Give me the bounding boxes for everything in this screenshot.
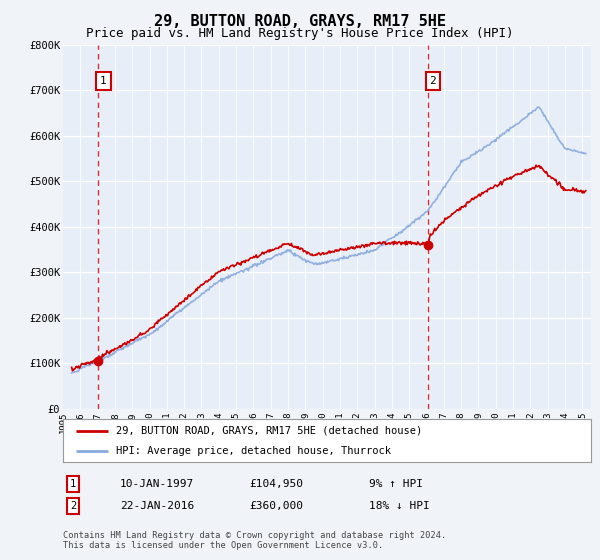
Text: Contains HM Land Registry data © Crown copyright and database right 2024.
This d: Contains HM Land Registry data © Crown c… xyxy=(63,531,446,550)
Text: 10-JAN-1997: 10-JAN-1997 xyxy=(120,479,194,489)
Text: £360,000: £360,000 xyxy=(249,501,303,511)
Text: 18% ↓ HPI: 18% ↓ HPI xyxy=(369,501,430,511)
Text: 2: 2 xyxy=(70,501,76,511)
Text: 22-JAN-2016: 22-JAN-2016 xyxy=(120,501,194,511)
Text: 1: 1 xyxy=(70,479,76,489)
Text: 9% ↑ HPI: 9% ↑ HPI xyxy=(369,479,423,489)
Text: 1: 1 xyxy=(100,76,107,86)
Text: 29, BUTTON ROAD, GRAYS, RM17 5HE (detached house): 29, BUTTON ROAD, GRAYS, RM17 5HE (detach… xyxy=(116,426,422,436)
Text: HPI: Average price, detached house, Thurrock: HPI: Average price, detached house, Thur… xyxy=(116,446,391,456)
Text: £104,950: £104,950 xyxy=(249,479,303,489)
Text: 29, BUTTON ROAD, GRAYS, RM17 5HE: 29, BUTTON ROAD, GRAYS, RM17 5HE xyxy=(154,14,446,29)
Text: Price paid vs. HM Land Registry's House Price Index (HPI): Price paid vs. HM Land Registry's House … xyxy=(86,27,514,40)
Text: 2: 2 xyxy=(430,76,436,86)
